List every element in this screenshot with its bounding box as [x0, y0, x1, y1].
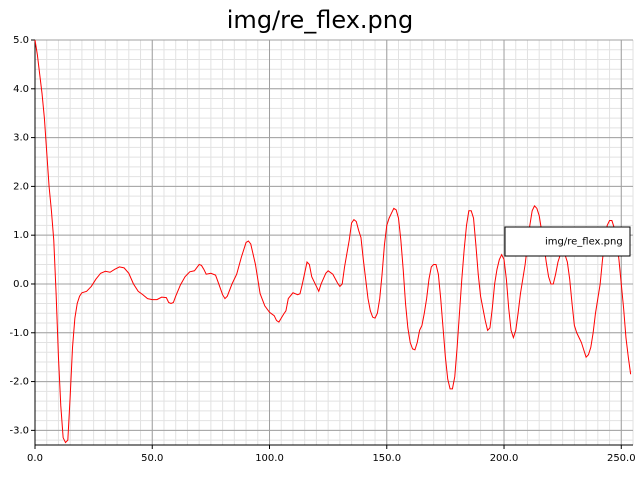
- y-tick-label: -1.0: [9, 328, 29, 339]
- y-tick-label: 3.0: [13, 133, 29, 144]
- y-tick-label: -3.0: [9, 425, 29, 436]
- x-tick-label: 100.0: [255, 453, 284, 464]
- y-tick-label: 4.0: [13, 84, 29, 95]
- data-line: [34, 39, 632, 444]
- chart-title: img/re_flex.png: [227, 6, 413, 34]
- y-tick-label: -2.0: [9, 377, 29, 388]
- legend-label: img/re_flex.png: [545, 237, 623, 248]
- x-tick-label: 250.0: [607, 453, 636, 464]
- x-tick-label: 200.0: [490, 453, 519, 464]
- legend-box: [504, 226, 631, 257]
- y-tick-label: 5.0: [13, 35, 29, 46]
- x-tick-label: 0.0: [27, 453, 43, 464]
- x-tick-label: 150.0: [372, 453, 401, 464]
- y-tick-label: 0.0: [13, 279, 29, 290]
- y-tick-label: 1.0: [13, 230, 29, 241]
- y-tick-label: 2.0: [13, 181, 29, 192]
- x-tick-label: 50.0: [141, 453, 163, 464]
